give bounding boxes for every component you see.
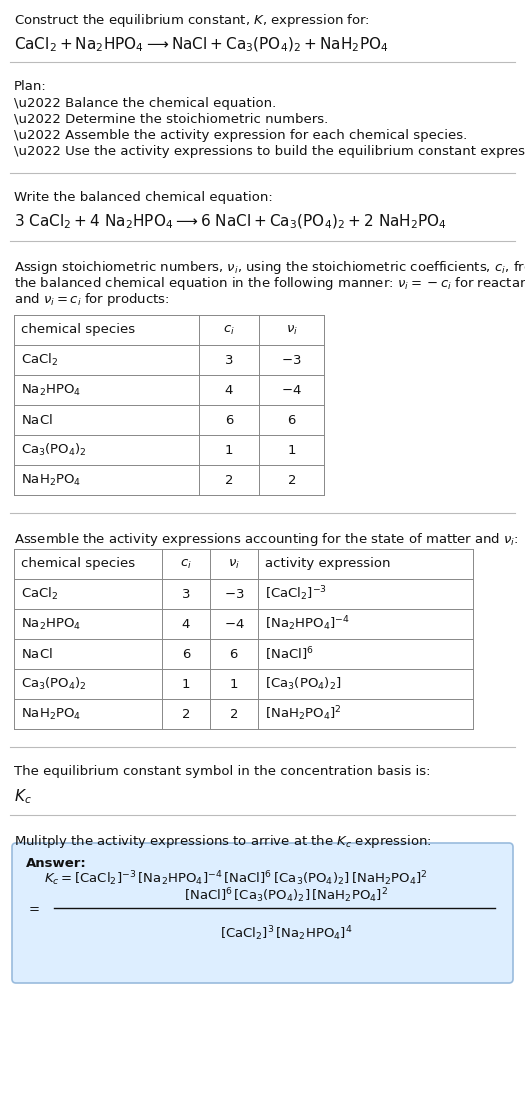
Text: and $\nu_i = c_i$ for products:: and $\nu_i = c_i$ for products:: [14, 291, 170, 308]
Text: Assign stoichiometric numbers, $\nu_i$, using the stoichiometric coefficients, $: Assign stoichiometric numbers, $\nu_i$, …: [14, 259, 525, 276]
Text: $[\mathrm{Ca_3(PO_4)_2}]$: $[\mathrm{Ca_3(PO_4)_2}]$: [265, 676, 342, 692]
Text: $[\mathrm{CaCl_2}]^{-3}$: $[\mathrm{CaCl_2}]^{-3}$: [265, 585, 327, 604]
Text: $\mathrm{NaH_2PO_4}$: $\mathrm{NaH_2PO_4}$: [21, 707, 81, 722]
Text: $6$: $6$: [229, 648, 239, 660]
Text: Construct the equilibrium constant, $K$, expression for:: Construct the equilibrium constant, $K$,…: [14, 12, 370, 29]
Text: $2$: $2$: [287, 474, 296, 487]
Text: $\mathrm{CaCl_2}$: $\mathrm{CaCl_2}$: [21, 586, 58, 602]
Text: $\nu_i$: $\nu_i$: [228, 558, 240, 571]
Text: $-4$: $-4$: [224, 617, 244, 630]
Text: 2: 2: [225, 474, 233, 487]
Text: \u2022 Balance the chemical equation.: \u2022 Balance the chemical equation.: [14, 97, 276, 110]
Text: $\mathrm{Ca_3(PO_4)_2}$: $\mathrm{Ca_3(PO_4)_2}$: [21, 676, 87, 692]
Text: $\mathrm{NaCl}$: $\mathrm{NaCl}$: [21, 413, 53, 427]
Text: Mulitply the activity expressions to arrive at the $K_c$ expression:: Mulitply the activity expressions to arr…: [14, 834, 432, 850]
Text: $[\mathrm{NaH_2PO_4}]^2$: $[\mathrm{NaH_2PO_4}]^2$: [265, 704, 342, 723]
Text: $1$: $1$: [287, 444, 296, 456]
Text: $1$: $1$: [229, 678, 239, 690]
Text: $-3$: $-3$: [224, 587, 244, 601]
Text: $c_i$: $c_i$: [223, 323, 235, 337]
Text: $\mathrm{Na_2HPO_4}$: $\mathrm{Na_2HPO_4}$: [21, 382, 81, 397]
Text: $\mathrm{CaCl_2 + Na_2HPO_4 \longrightarrow NaCl + Ca_3(PO_4)_2 + NaH_2PO_4}$: $\mathrm{CaCl_2 + Na_2HPO_4 \longrightar…: [14, 36, 388, 54]
Text: $c_i$: $c_i$: [180, 558, 192, 571]
Text: $-4$: $-4$: [281, 383, 302, 396]
Text: Plan:: Plan:: [14, 79, 47, 93]
Text: $\mathrm{3\ CaCl_2 + 4\ Na_2HPO_4 \longrightarrow 6\ NaCl + Ca_3(PO_4)_2 + 2\ Na: $\mathrm{3\ CaCl_2 + 4\ Na_2HPO_4 \longr…: [14, 213, 447, 232]
Text: \u2022 Assemble the activity expression for each chemical species.: \u2022 Assemble the activity expression …: [14, 129, 467, 142]
Text: 4: 4: [225, 383, 233, 396]
Text: $\nu_i$: $\nu_i$: [286, 323, 298, 337]
Text: $\mathrm{NaH_2PO_4}$: $\mathrm{NaH_2PO_4}$: [21, 473, 81, 488]
Text: $[\mathrm{CaCl_2}]^3\,[\mathrm{Na_2HPO_4}]^4$: $[\mathrm{CaCl_2}]^3\,[\mathrm{Na_2HPO_4…: [220, 924, 352, 943]
Text: $[\mathrm{NaCl}]^6\,[\mathrm{Ca_3(PO_4)_2}]\,[\mathrm{NaH_2PO_4}]^2$: $[\mathrm{NaCl}]^6\,[\mathrm{Ca_3(PO_4)_…: [184, 887, 388, 905]
Text: chemical species: chemical species: [21, 323, 135, 337]
Text: 2: 2: [182, 708, 190, 721]
Text: 4: 4: [182, 617, 190, 630]
Text: $=$: $=$: [26, 902, 40, 914]
FancyBboxPatch shape: [12, 843, 513, 983]
Text: 1: 1: [225, 444, 233, 456]
Text: $K_c$: $K_c$: [14, 787, 32, 806]
Text: $\mathrm{Ca_3(PO_4)_2}$: $\mathrm{Ca_3(PO_4)_2}$: [21, 442, 87, 458]
Text: 1: 1: [182, 678, 190, 690]
Text: 3: 3: [225, 353, 233, 367]
Text: \u2022 Determine the stoichiometric numbers.: \u2022 Determine the stoichiometric numb…: [14, 113, 328, 126]
Text: chemical species: chemical species: [21, 558, 135, 571]
Text: $-3$: $-3$: [281, 353, 302, 367]
Text: 3: 3: [182, 587, 190, 601]
Text: activity expression: activity expression: [265, 558, 391, 571]
Text: \u2022 Use the activity expressions to build the equilibrium constant expression: \u2022 Use the activity expressions to b…: [14, 145, 525, 158]
Text: The equilibrium constant symbol in the concentration basis is:: The equilibrium constant symbol in the c…: [14, 765, 430, 778]
Text: 6: 6: [182, 648, 190, 660]
Text: $K_c = [\mathrm{CaCl_2}]^{-3}\,[\mathrm{Na_2HPO_4}]^{-4}\,[\mathrm{NaCl}]^6\,[\m: $K_c = [\mathrm{CaCl_2}]^{-3}\,[\mathrm{…: [44, 870, 427, 889]
Text: $6$: $6$: [287, 414, 296, 426]
Text: $\mathrm{CaCl_2}$: $\mathrm{CaCl_2}$: [21, 352, 58, 368]
Text: Write the balanced chemical equation:: Write the balanced chemical equation:: [14, 191, 273, 204]
Text: Answer:: Answer:: [26, 857, 87, 870]
Text: $[\mathrm{Na_2HPO_4}]^{-4}$: $[\mathrm{Na_2HPO_4}]^{-4}$: [265, 615, 350, 634]
Text: $\mathrm{Na_2HPO_4}$: $\mathrm{Na_2HPO_4}$: [21, 616, 81, 631]
Text: $[\mathrm{NaCl}]^6$: $[\mathrm{NaCl}]^6$: [265, 645, 313, 662]
Text: $2$: $2$: [229, 708, 238, 721]
Text: the balanced chemical equation in the following manner: $\nu_i = -c_i$ for react: the balanced chemical equation in the fo…: [14, 275, 525, 291]
Text: 6: 6: [225, 414, 233, 426]
Text: Assemble the activity expressions accounting for the state of matter and $\nu_i$: Assemble the activity expressions accoun…: [14, 531, 519, 548]
Text: $\mathrm{NaCl}$: $\mathrm{NaCl}$: [21, 647, 53, 661]
